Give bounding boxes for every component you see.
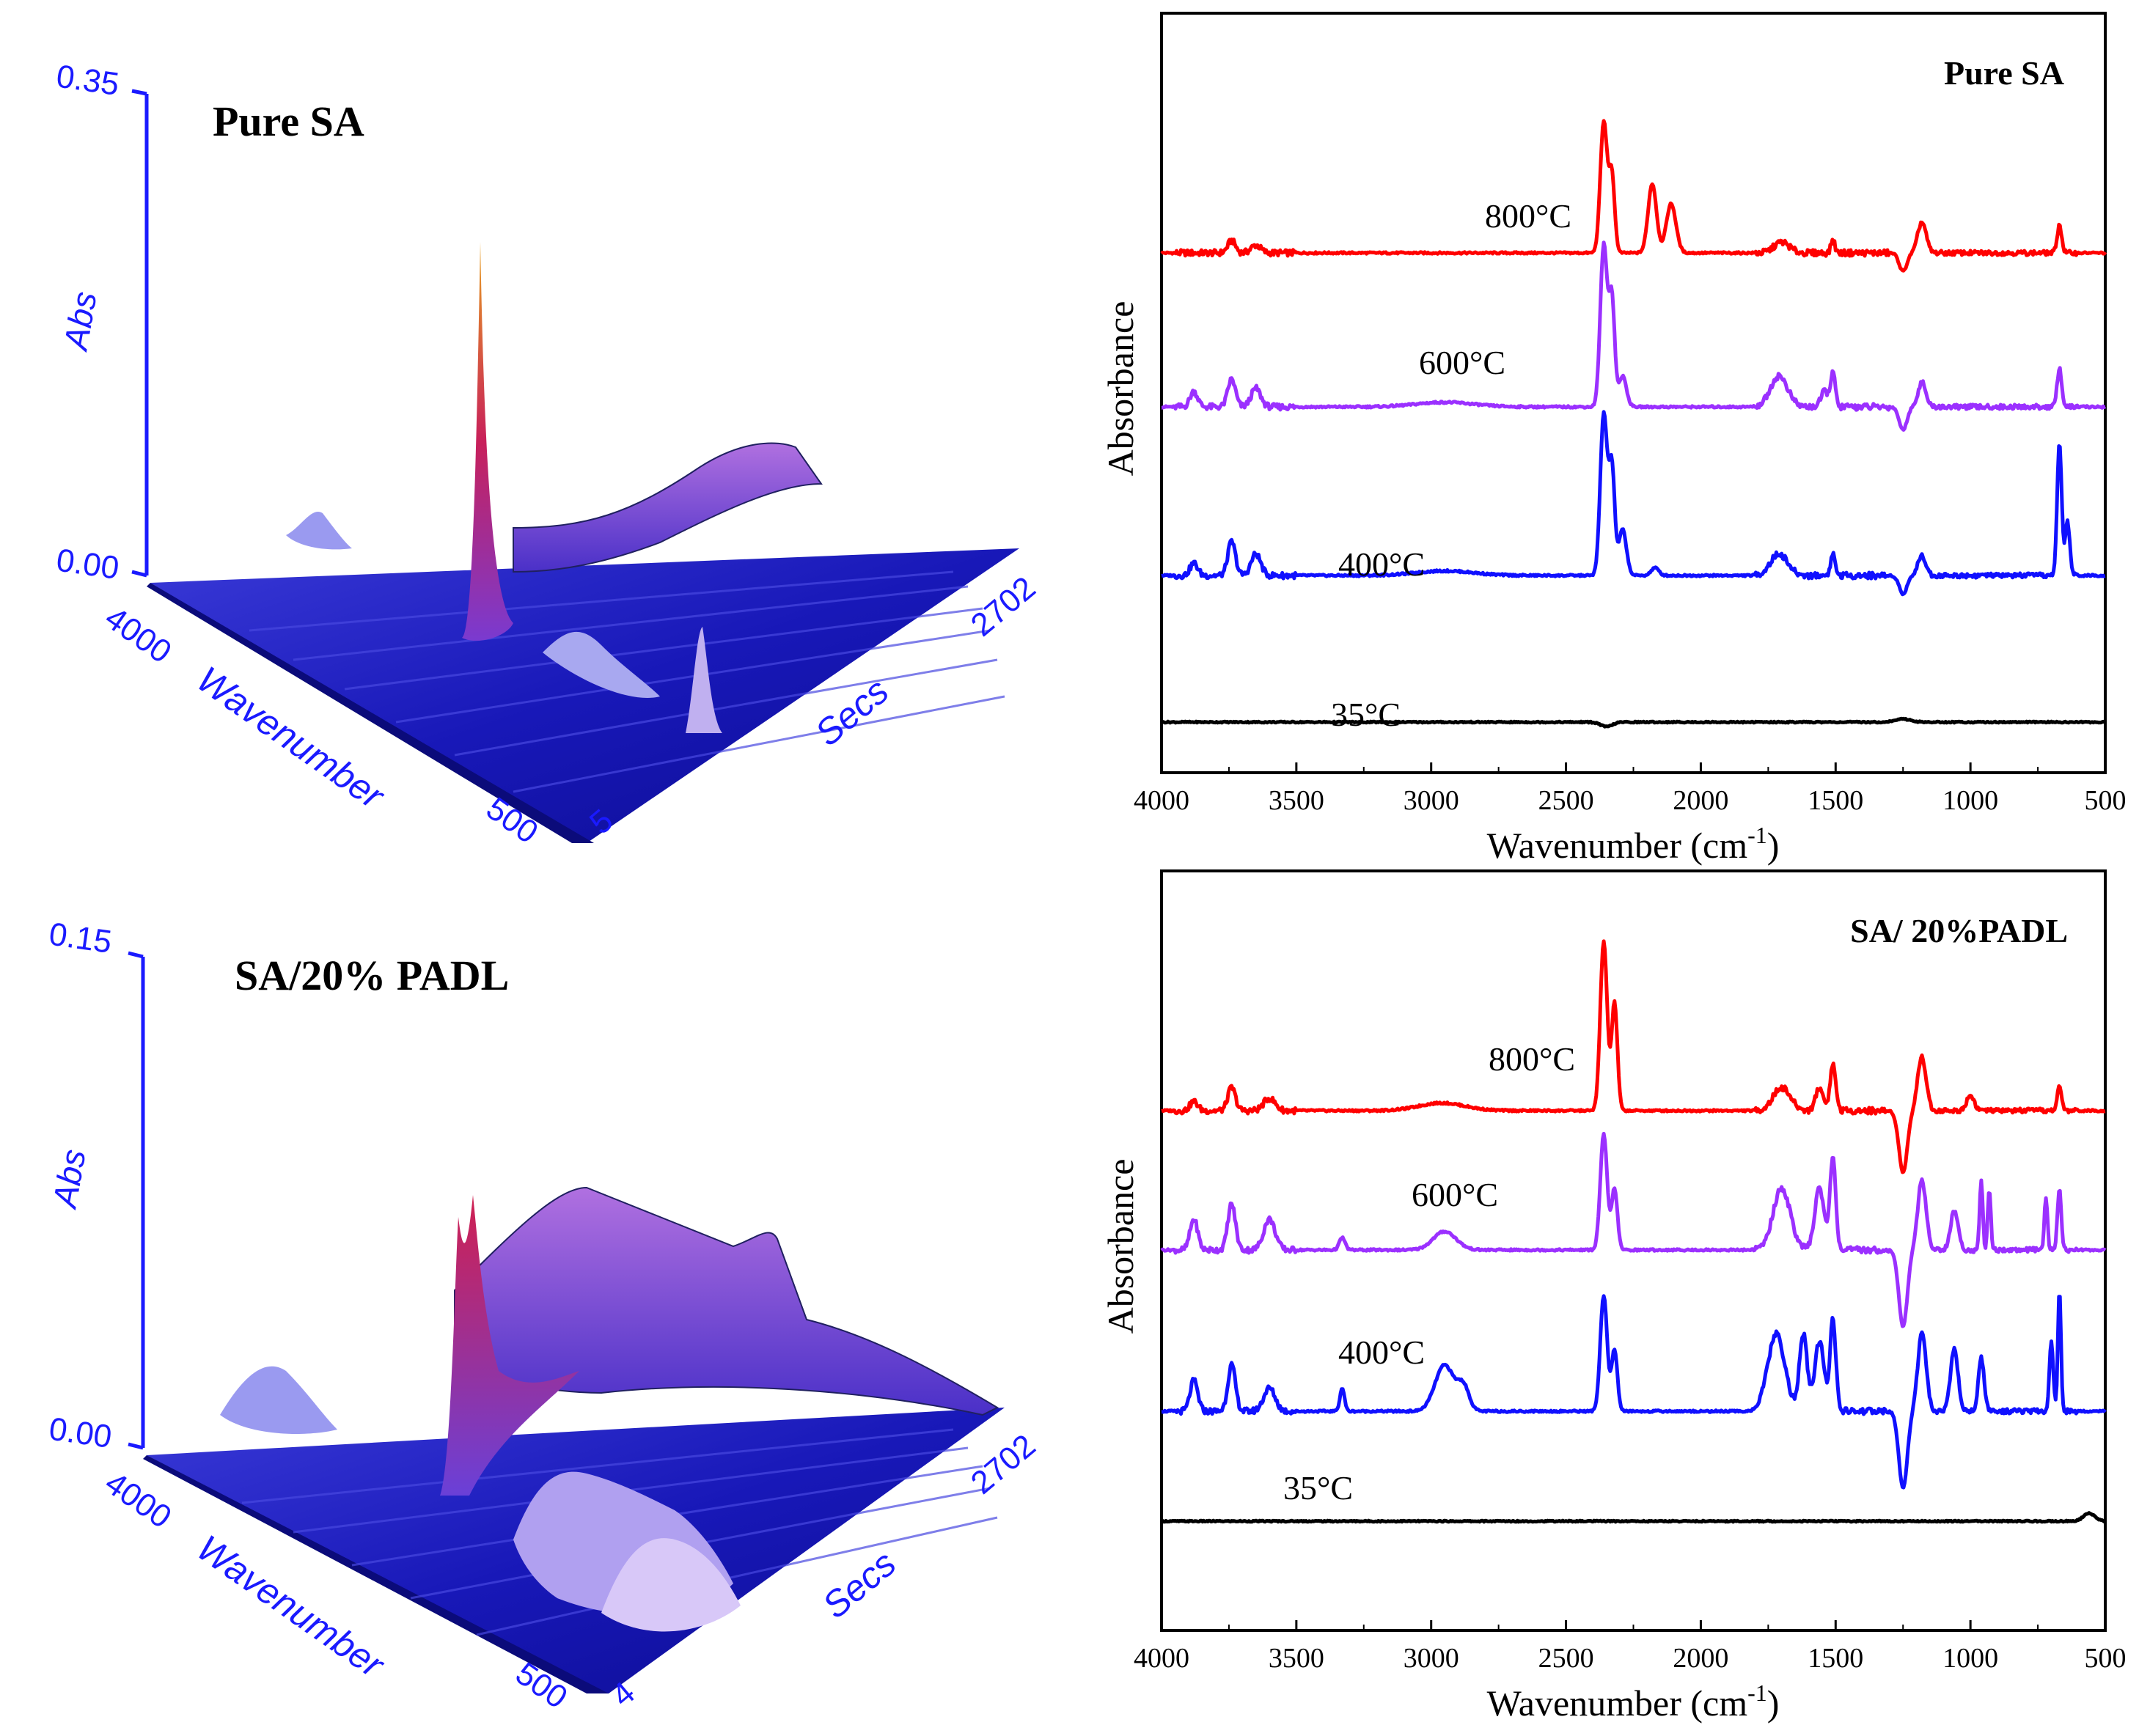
x-tick-label: 1500 bbox=[1808, 785, 1863, 816]
series-label: 600°C bbox=[1419, 344, 1505, 381]
series-line-35c bbox=[1161, 1511, 2106, 1524]
series-line-600c bbox=[1161, 240, 2107, 432]
plot-frame bbox=[1160, 12, 2107, 774]
x-tick-label: 1000 bbox=[1942, 785, 1998, 816]
panel-title: SA/20% PADL bbox=[235, 952, 509, 999]
series-label: 400°C bbox=[1338, 1334, 1425, 1371]
x-tick-start: 4000 bbox=[98, 1465, 177, 1535]
surface-peak-cluster-2 bbox=[601, 1538, 741, 1632]
surface-peak-mid bbox=[543, 631, 660, 698]
z-axis-top-tick bbox=[128, 951, 144, 959]
x-tick-label: 500 bbox=[2085, 1643, 2127, 1674]
series-label: 35°C bbox=[1283, 1469, 1353, 1507]
x-axis-label: Wavenumber (cm-1) bbox=[1487, 822, 1780, 866]
surface-peak-co2 bbox=[440, 1195, 579, 1496]
panel-2d-sa-padl: SA/ 20%PADL Absorbance 4000 3500 3000 2500 2… bbox=[1100, 869, 2127, 1724]
x-tick-label: 500 bbox=[2085, 785, 2127, 816]
x-tick-group: 4000 3500 3000 2500 2000 1500 1000 500 bbox=[1134, 762, 2127, 816]
x-tick-label: 4000 bbox=[1134, 1643, 1189, 1674]
surface-peak-oh bbox=[286, 511, 352, 550]
series-label: 600°C bbox=[1412, 1176, 1498, 1213]
y-axis-label: Absorbance bbox=[1100, 1159, 1141, 1334]
surface-peak-co2 bbox=[462, 242, 513, 641]
panel-3d-sa-padl: 0.15 0.00 Abs SA/20% PADL 4000 Wavenumbe… bbox=[45, 916, 1042, 1715]
series-line-800c bbox=[1161, 939, 2106, 1174]
series-group bbox=[1160, 939, 2107, 1524]
x-tick-label: 4000 bbox=[1134, 785, 1189, 816]
series-group bbox=[1160, 119, 2107, 729]
surface-peak-oh bbox=[220, 1366, 337, 1434]
series-line-400c bbox=[1161, 1294, 2107, 1490]
x-tick-label: 3000 bbox=[1404, 1643, 1459, 1674]
surface-ridge bbox=[454, 1186, 999, 1416]
x-tick-label: 2000 bbox=[1673, 1643, 1728, 1674]
z-axis-bottom-tick bbox=[131, 570, 147, 578]
surface-floor-front bbox=[143, 1455, 609, 1693]
y-axis-label: Absorbance bbox=[1100, 301, 1141, 477]
z-axis-label: Abs bbox=[45, 1147, 92, 1213]
series-line-800c bbox=[1160, 119, 2107, 273]
series-line-600c bbox=[1160, 1131, 2107, 1328]
z-tick-top: 0.35 bbox=[54, 58, 122, 102]
z-axis-bottom-tick bbox=[128, 1442, 144, 1450]
x-tick-start: 4000 bbox=[98, 600, 177, 670]
panel-title: Pure SA bbox=[1944, 54, 2064, 92]
series-label-group: 800°C 600°C 400°C 35°C bbox=[1331, 197, 1571, 733]
z-tick-bottom: 0.00 bbox=[47, 1410, 114, 1454]
surface-floor bbox=[150, 548, 1019, 843]
z-tick-top: 0.15 bbox=[47, 916, 114, 960]
x-tick-label: 3000 bbox=[1404, 785, 1459, 816]
surface-peak-low bbox=[686, 627, 722, 733]
x-tick-label: 3500 bbox=[1269, 785, 1324, 816]
panel-3d-pure-sa: 0.35 0.00 Abs Pure SA 4000 Wavenumber 50… bbox=[54, 58, 1043, 850]
x-tick-label: 3500 bbox=[1269, 1643, 1324, 1674]
x-tick-label: 1500 bbox=[1808, 1643, 1863, 1674]
x-tick-label: 2500 bbox=[1538, 785, 1594, 816]
z-axis-top-tick bbox=[131, 89, 147, 96]
panel-title: Pure SA bbox=[213, 98, 364, 145]
series-label-group: 800°C 600°C 400°C 35°C bbox=[1283, 1040, 1575, 1507]
x-tick-label: 2000 bbox=[1673, 785, 1728, 816]
series-label: 800°C bbox=[1489, 1040, 1575, 1078]
series-label: 400°C bbox=[1338, 545, 1425, 583]
series-line-35c bbox=[1160, 716, 2106, 729]
series-label: 800°C bbox=[1485, 197, 1571, 235]
x-tick-group: 4000 3500 3000 2500 2000 1500 1000 500 bbox=[1134, 1620, 2127, 1674]
z-axis-label: Abs bbox=[56, 289, 103, 355]
surface-ridge bbox=[513, 442, 823, 573]
panel-2d-pure-sa: Pure SA Absorbance 4000 3500 3000 2500 2000 1… bbox=[1100, 12, 2127, 866]
surface-streaks bbox=[249, 570, 1005, 793]
z-tick-bottom: 0.00 bbox=[54, 542, 122, 586]
panel-title: SA/ 20%PADL bbox=[1850, 912, 2068, 949]
x-axis-label: Wavenumber (cm-1) bbox=[1487, 1680, 1780, 1724]
series-label: 35°C bbox=[1331, 696, 1401, 733]
x-tick-label: 1000 bbox=[1942, 1643, 1998, 1674]
x-tick-label: 2500 bbox=[1538, 1643, 1594, 1674]
surface-floor-front bbox=[147, 583, 594, 843]
series-line-400c bbox=[1161, 410, 2106, 597]
